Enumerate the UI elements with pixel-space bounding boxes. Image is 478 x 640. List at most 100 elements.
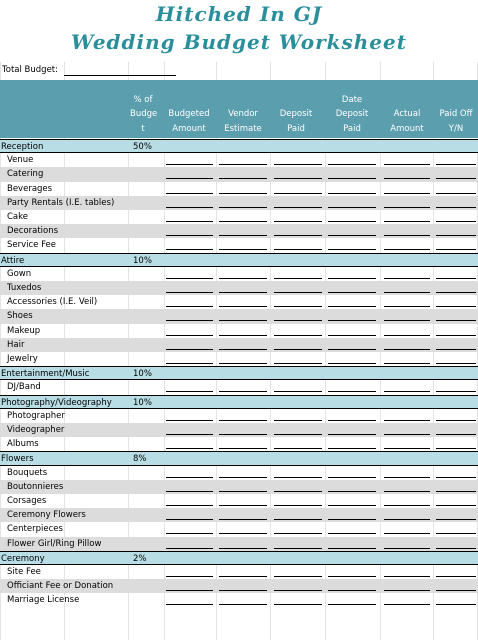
entry-blank[interactable] (436, 505, 476, 506)
entry-blank[interactable] (166, 320, 213, 322)
entry-blank[interactable] (328, 476, 376, 478)
entry-blank[interactable] (436, 221, 476, 222)
entry-blank[interactable] (328, 306, 376, 308)
entry-blank[interactable] (436, 334, 476, 336)
entry-blank[interactable] (274, 476, 322, 478)
entry-blank[interactable] (166, 590, 213, 592)
entry-blank[interactable] (274, 292, 322, 293)
entry-blank[interactable] (384, 391, 430, 393)
entry-blank[interactable] (328, 434, 376, 435)
entry-blank[interactable] (328, 164, 376, 166)
entry-blank[interactable] (274, 206, 322, 208)
entry-blank[interactable] (166, 604, 213, 606)
entry-blank[interactable] (384, 448, 430, 450)
entry-blank[interactable] (274, 519, 322, 521)
entry-blank[interactable] (436, 448, 476, 450)
entry-blank[interactable] (384, 235, 430, 237)
entry-blank[interactable] (219, 277, 267, 279)
entry-blank[interactable] (274, 363, 322, 364)
entry-blank[interactable] (384, 576, 430, 577)
entry-blank[interactable] (384, 192, 430, 194)
entry-blank[interactable] (219, 292, 267, 293)
entry-blank[interactable] (274, 249, 322, 251)
entry-blank[interactable] (219, 206, 267, 208)
entry-blank[interactable] (328, 277, 376, 279)
entry-blank[interactable] (166, 434, 213, 435)
entry-blank[interactable] (384, 334, 430, 336)
entry-blank[interactable] (436, 363, 476, 364)
entry-blank[interactable] (328, 206, 376, 208)
entry-blank[interactable] (166, 235, 213, 237)
entry-blank[interactable] (436, 533, 476, 535)
entry-blank[interactable] (219, 533, 267, 535)
entry-blank[interactable] (166, 178, 213, 180)
entry-blank[interactable] (274, 164, 322, 166)
entry-blank[interactable] (219, 604, 267, 606)
entry-blank[interactable] (219, 505, 267, 506)
entry-blank[interactable] (328, 221, 376, 222)
entry-blank[interactable] (274, 490, 322, 492)
entry-blank[interactable] (436, 192, 476, 194)
entry-blank[interactable] (219, 221, 267, 222)
entry-blank[interactable] (328, 547, 376, 549)
entry-blank[interactable] (166, 533, 213, 535)
entry-blank[interactable] (384, 590, 430, 592)
entry-blank[interactable] (384, 505, 430, 506)
entry-blank[interactable] (436, 320, 476, 322)
entry-blank[interactable] (274, 448, 322, 450)
entry-blank[interactable] (436, 206, 476, 208)
entry-blank[interactable] (166, 221, 213, 222)
entry-blank[interactable] (384, 306, 430, 308)
entry-blank[interactable] (274, 277, 322, 279)
entry-blank[interactable] (219, 249, 267, 251)
entry-blank[interactable] (166, 476, 213, 478)
entry-blank[interactable] (274, 306, 322, 308)
entry-blank[interactable] (436, 519, 476, 521)
entry-blank[interactable] (436, 391, 476, 393)
entry-blank[interactable] (328, 519, 376, 521)
entry-blank[interactable] (436, 277, 476, 279)
entry-blank[interactable] (219, 363, 267, 364)
entry-blank[interactable] (274, 434, 322, 435)
entry-blank[interactable] (384, 533, 430, 535)
entry-blank[interactable] (274, 604, 322, 606)
entry-blank[interactable] (436, 604, 476, 606)
entry-blank[interactable] (328, 505, 376, 506)
entry-blank[interactable] (166, 519, 213, 521)
entry-blank[interactable] (219, 178, 267, 180)
entry-blank[interactable] (219, 547, 267, 549)
entry-blank[interactable] (436, 419, 476, 421)
entry-blank[interactable] (384, 519, 430, 521)
entry-blank[interactable] (328, 391, 376, 393)
entry-blank[interactable] (384, 604, 430, 606)
entry-blank[interactable] (166, 292, 213, 293)
entry-blank[interactable] (384, 476, 430, 478)
entry-blank[interactable] (436, 434, 476, 435)
entry-blank[interactable] (219, 320, 267, 322)
entry-blank[interactable] (166, 448, 213, 450)
entry-blank[interactable] (166, 576, 213, 577)
entry-blank[interactable] (166, 192, 213, 194)
entry-blank[interactable] (384, 490, 430, 492)
entry-blank[interactable] (219, 164, 267, 166)
entry-blank[interactable] (436, 292, 476, 293)
entry-blank[interactable] (274, 221, 322, 222)
entry-blank[interactable] (384, 363, 430, 364)
entry-blank[interactable] (274, 533, 322, 535)
entry-blank[interactable] (274, 235, 322, 237)
entry-blank[interactable] (166, 334, 213, 336)
entry-blank[interactable] (384, 277, 430, 279)
entry-blank[interactable] (328, 576, 376, 577)
entry-blank[interactable] (328, 334, 376, 336)
entry-blank[interactable] (166, 348, 213, 350)
entry-blank[interactable] (436, 249, 476, 251)
entry-blank[interactable] (166, 419, 213, 421)
entry-blank[interactable] (328, 604, 376, 606)
entry-blank[interactable] (166, 206, 213, 208)
entry-blank[interactable] (436, 306, 476, 308)
entry-blank[interactable] (219, 391, 267, 393)
entry-blank[interactable] (166, 363, 213, 364)
entry-blank[interactable] (328, 178, 376, 180)
entry-blank[interactable] (274, 192, 322, 194)
entry-blank[interactable] (436, 348, 476, 350)
